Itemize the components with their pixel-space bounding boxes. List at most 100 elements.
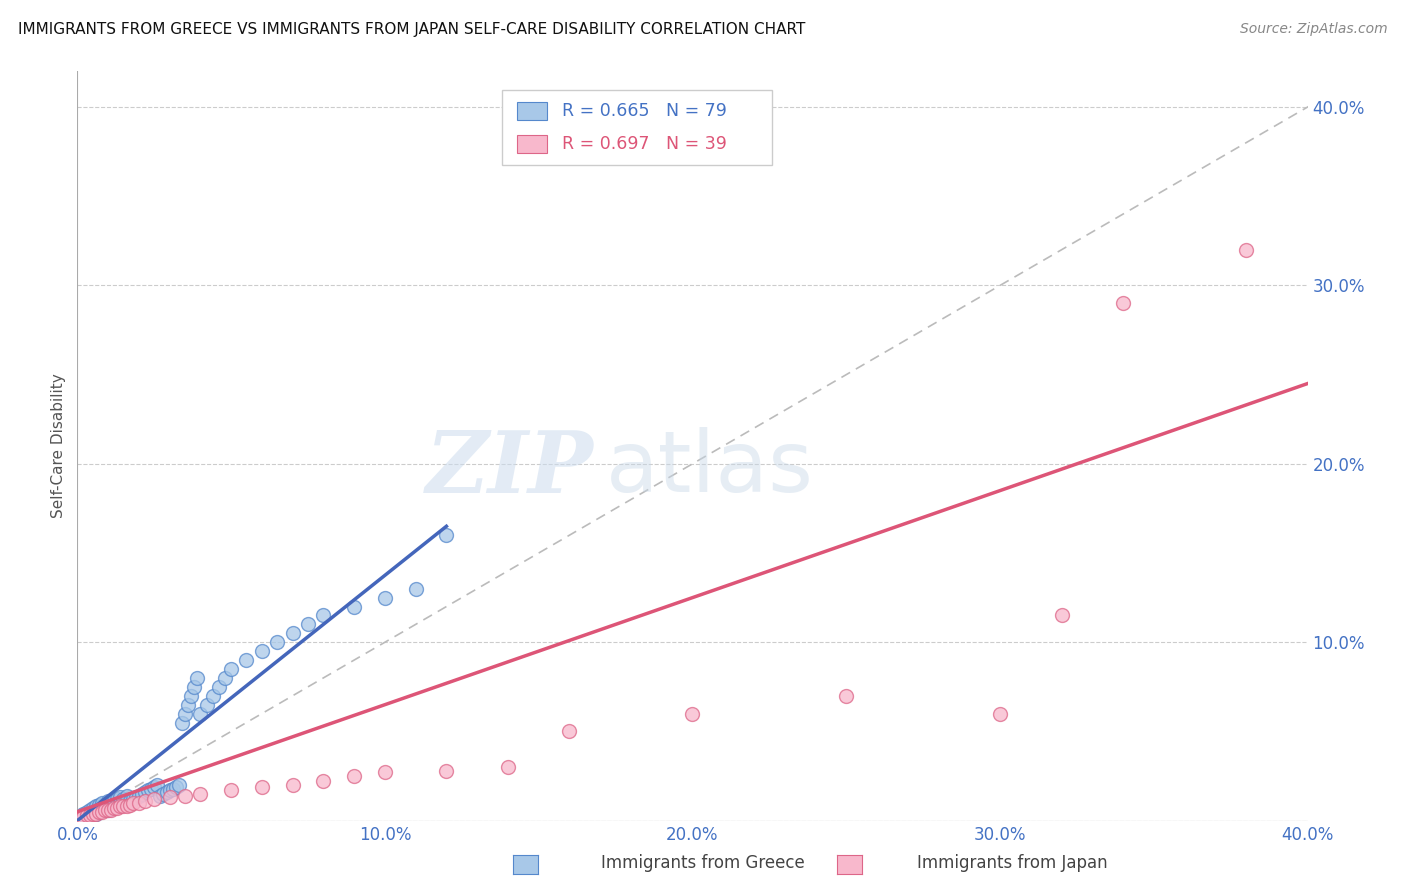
Text: Source: ZipAtlas.com: Source: ZipAtlas.com bbox=[1240, 22, 1388, 37]
Text: atlas: atlas bbox=[606, 427, 814, 510]
Point bbox=[1112, 296, 1135, 310]
Point bbox=[69, 812, 91, 826]
Point bbox=[266, 635, 288, 649]
Point bbox=[121, 792, 143, 806]
Point bbox=[97, 794, 120, 808]
Point bbox=[343, 769, 366, 783]
Point bbox=[170, 715, 193, 730]
Point bbox=[1234, 243, 1257, 257]
Point bbox=[87, 805, 110, 819]
Point bbox=[112, 797, 135, 812]
Point bbox=[110, 796, 132, 810]
Point bbox=[201, 689, 224, 703]
Point bbox=[125, 790, 148, 805]
Point bbox=[155, 785, 177, 799]
Point bbox=[79, 810, 101, 824]
Point bbox=[312, 774, 335, 789]
Point bbox=[112, 799, 135, 814]
Point bbox=[281, 626, 304, 640]
Point bbox=[79, 803, 101, 817]
FancyBboxPatch shape bbox=[516, 102, 547, 120]
Point bbox=[219, 662, 242, 676]
Point bbox=[84, 806, 107, 821]
Point bbox=[558, 724, 581, 739]
Point bbox=[159, 783, 181, 797]
Point bbox=[312, 608, 335, 623]
Point bbox=[159, 790, 181, 805]
Point bbox=[374, 591, 396, 605]
Point bbox=[149, 789, 172, 803]
Point bbox=[131, 787, 153, 801]
Point bbox=[105, 801, 128, 815]
Point bbox=[1050, 608, 1073, 623]
Point bbox=[235, 653, 257, 667]
Point bbox=[97, 803, 120, 817]
FancyBboxPatch shape bbox=[502, 90, 772, 165]
Point bbox=[162, 781, 184, 796]
Point bbox=[72, 808, 94, 822]
Point bbox=[165, 780, 187, 794]
Point bbox=[87, 801, 110, 815]
Point bbox=[110, 799, 132, 814]
Point bbox=[143, 792, 166, 806]
Point bbox=[188, 787, 212, 801]
Point bbox=[84, 803, 107, 817]
Point bbox=[835, 689, 858, 703]
Point bbox=[105, 792, 128, 806]
Point bbox=[118, 797, 141, 812]
Point bbox=[105, 797, 128, 812]
Point bbox=[97, 799, 120, 814]
Point bbox=[84, 806, 107, 821]
Point bbox=[69, 810, 91, 824]
Point bbox=[128, 789, 150, 803]
Point bbox=[100, 801, 122, 815]
Point bbox=[115, 796, 138, 810]
Point bbox=[100, 796, 122, 810]
Point bbox=[167, 778, 190, 792]
Point bbox=[79, 806, 101, 821]
Point bbox=[110, 790, 132, 805]
Point bbox=[112, 792, 135, 806]
Point bbox=[496, 760, 519, 774]
Point bbox=[134, 785, 156, 799]
Point bbox=[343, 599, 366, 614]
Point bbox=[90, 805, 114, 819]
Point bbox=[141, 781, 163, 796]
Point bbox=[94, 797, 117, 812]
Point bbox=[183, 680, 205, 694]
Point bbox=[143, 780, 166, 794]
Point bbox=[180, 689, 202, 703]
Point bbox=[436, 528, 458, 542]
Point bbox=[186, 671, 208, 685]
Point bbox=[76, 808, 98, 822]
Point bbox=[374, 765, 396, 780]
Point bbox=[72, 812, 94, 826]
Point bbox=[76, 810, 98, 824]
Point bbox=[118, 794, 141, 808]
Point bbox=[115, 799, 138, 814]
Point bbox=[250, 780, 273, 794]
Point bbox=[219, 783, 242, 797]
Point bbox=[87, 797, 110, 812]
Point bbox=[87, 805, 110, 819]
Text: R = 0.697   N = 39: R = 0.697 N = 39 bbox=[562, 135, 727, 153]
Point bbox=[72, 810, 94, 824]
Point bbox=[208, 680, 231, 694]
Point bbox=[103, 801, 125, 815]
Y-axis label: Self-Care Disability: Self-Care Disability bbox=[51, 374, 66, 518]
Text: IMMIGRANTS FROM GREECE VS IMMIGRANTS FROM JAPAN SELF-CARE DISABILITY CORRELATION: IMMIGRANTS FROM GREECE VS IMMIGRANTS FRO… bbox=[18, 22, 806, 37]
Point bbox=[297, 617, 319, 632]
Point bbox=[195, 698, 218, 712]
Text: ZIP: ZIP bbox=[426, 426, 595, 510]
Point bbox=[94, 801, 117, 815]
Point bbox=[82, 808, 104, 822]
Point bbox=[988, 706, 1011, 721]
Point bbox=[100, 803, 122, 817]
Point bbox=[146, 778, 169, 792]
FancyBboxPatch shape bbox=[516, 135, 547, 153]
Point bbox=[136, 783, 159, 797]
Point bbox=[121, 796, 143, 810]
Point bbox=[214, 671, 236, 685]
Point bbox=[82, 801, 104, 815]
Text: Immigrants from Japan: Immigrants from Japan bbox=[917, 855, 1108, 872]
